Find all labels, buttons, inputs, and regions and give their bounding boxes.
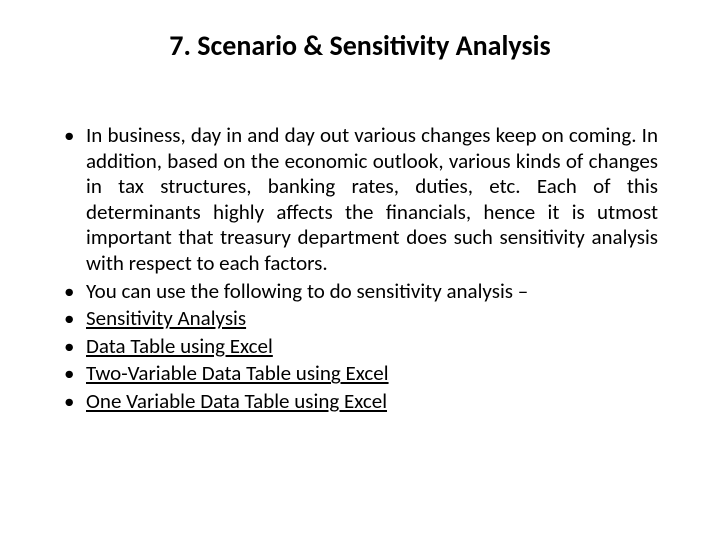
bullet-list: In business, day in and day out various … xyxy=(62,123,658,415)
slide-title: 7. Scenario & Sensitivity Analysis xyxy=(62,28,658,63)
list-item: Two-Variable Data Table using Excel xyxy=(62,361,658,387)
bullet-text: You can use the following to do sensitiv… xyxy=(86,278,528,304)
link-one-variable-data-table[interactable]: One Variable Data Table using Excel xyxy=(86,388,387,414)
link-data-table-excel[interactable]: Data Table using Excel xyxy=(86,333,273,359)
list-item: Sensitivity Analysis xyxy=(62,306,658,332)
list-item: One Variable Data Table using Excel xyxy=(62,389,658,415)
list-item: In business, day in and day out various … xyxy=(62,123,658,277)
slide: 7. Scenario & Sensitivity Analysis In bu… xyxy=(0,0,720,540)
link-two-variable-data-table[interactable]: Two-Variable Data Table using Excel xyxy=(86,360,389,386)
list-item: Data Table using Excel xyxy=(62,334,658,360)
link-sensitivity-analysis[interactable]: Sensitivity Analysis xyxy=(86,305,246,331)
list-item: You can use the following to do sensitiv… xyxy=(62,279,658,305)
bullet-text: In business, day in and day out various … xyxy=(86,122,658,276)
